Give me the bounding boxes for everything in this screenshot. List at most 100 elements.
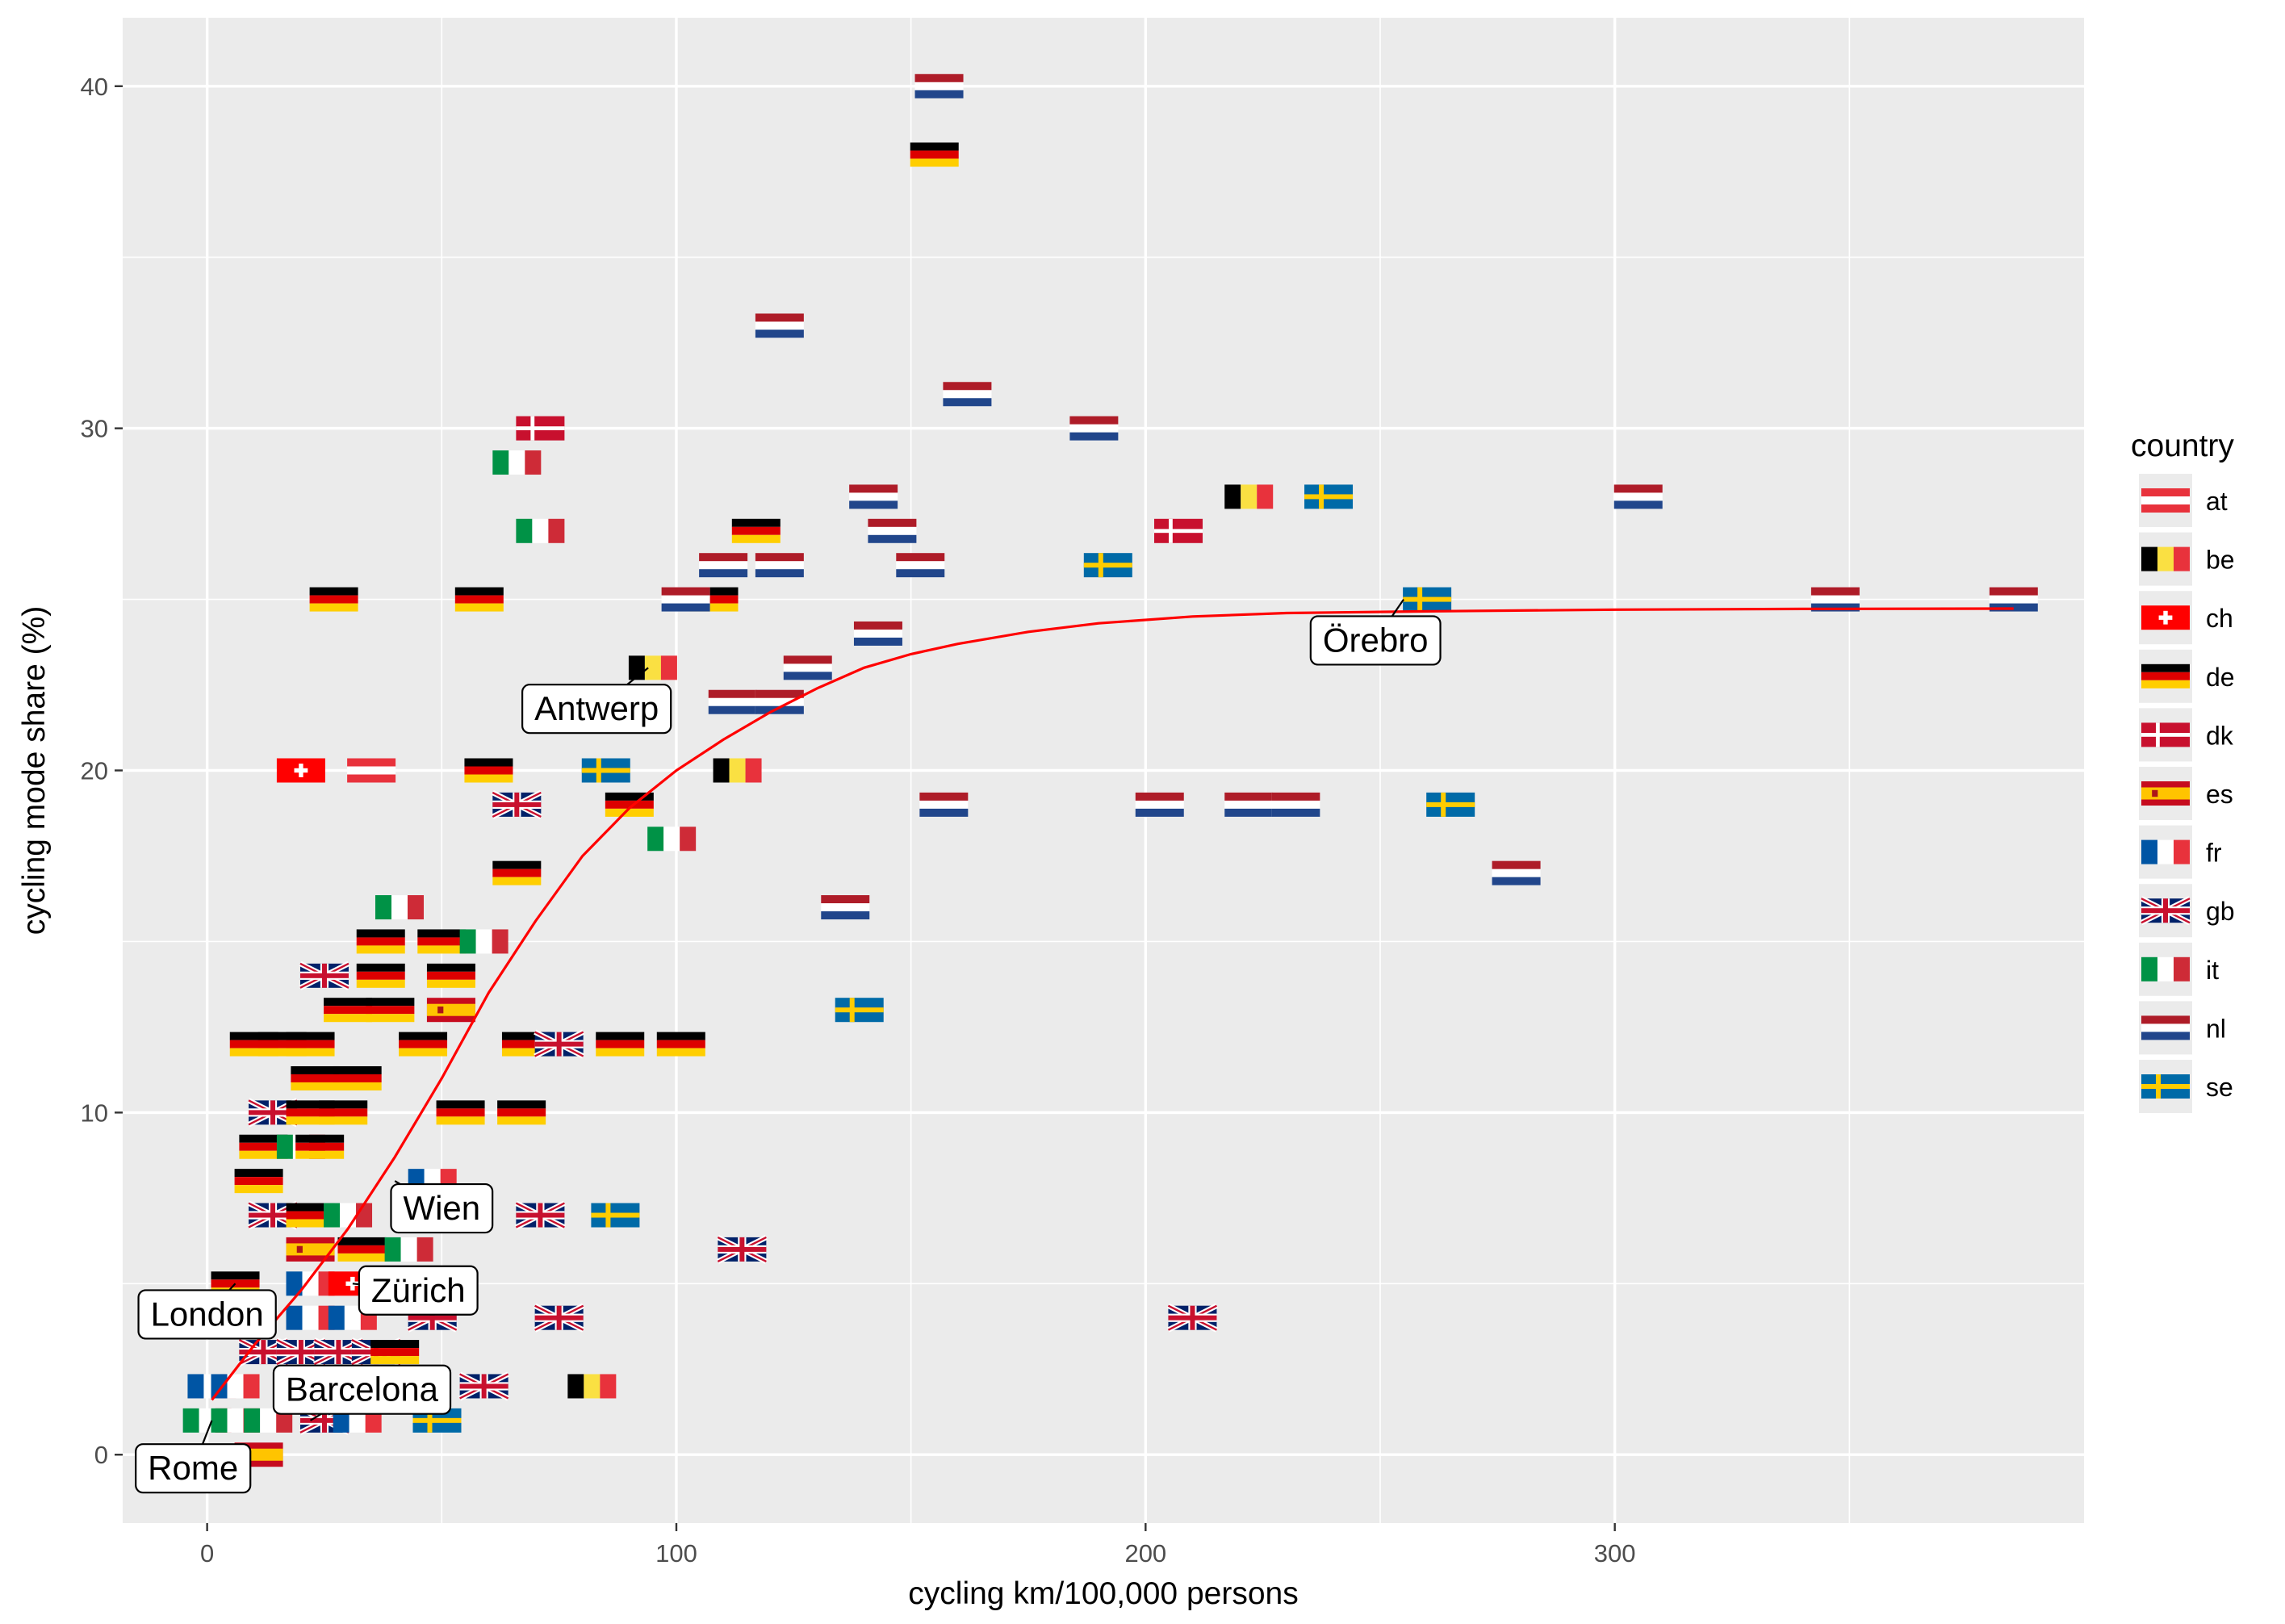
data-point-nl (755, 689, 804, 714)
data-point-it (459, 929, 508, 954)
data-point-gb (491, 789, 542, 819)
data-point-de (319, 1100, 368, 1125)
annotation-leader (394, 1180, 401, 1185)
data-point-dk (1154, 518, 1203, 543)
data-point-nl (868, 518, 917, 543)
data-point-nl (896, 553, 945, 578)
legend-key-at (2141, 488, 2190, 513)
annotation-box (521, 684, 672, 735)
data-point-de (286, 1032, 335, 1057)
y-tick-label: 20 (81, 757, 108, 785)
data-point-de (257, 1032, 307, 1057)
legend-key-it (2141, 956, 2190, 982)
data-point-se (835, 998, 884, 1023)
data-point-de (370, 1340, 420, 1365)
x-tick-label: 200 (1124, 1539, 1166, 1567)
annotation-leader (1391, 598, 1404, 617)
legend-label: it (2206, 956, 2219, 985)
y-axis-title: cycling mode share (%) (17, 606, 52, 935)
data-point-es (426, 998, 475, 1023)
annotation-text: Zürich (371, 1271, 466, 1309)
data-point-at (347, 758, 396, 783)
data-point-nl (699, 553, 748, 578)
legend-item-be: be (2139, 532, 2235, 586)
annotation-label: London (137, 1283, 277, 1340)
annotation-box (137, 1289, 277, 1340)
annotation-text: Wien (403, 1189, 480, 1227)
data-point-de (366, 998, 415, 1023)
data-point-it (324, 1203, 373, 1228)
data-point-de (356, 929, 405, 954)
data-point-nl (1224, 792, 1274, 817)
data-point-gb (514, 1200, 566, 1230)
data-point-nl (1810, 587, 1860, 612)
data-point-be (628, 655, 677, 680)
y-tick-label: 30 (81, 415, 108, 443)
data-point-de (291, 1065, 340, 1090)
data-point-nl (1135, 792, 1184, 817)
fit-curve (211, 607, 2014, 1401)
legend-label: de (2206, 663, 2235, 692)
data-point-se (581, 758, 630, 783)
annotation-box (135, 1443, 252, 1494)
legend-label: be (2206, 546, 2235, 575)
legend-item-gb: gb (2139, 884, 2235, 938)
data-point-gb (458, 1371, 510, 1401)
annotation-label: Antwerp (521, 667, 672, 735)
data-point-nl (755, 313, 804, 338)
data-point-nl (708, 689, 757, 714)
legend-item-nl: nl (2139, 1001, 2226, 1055)
legend-title: country (2131, 429, 2234, 463)
annotation-text: Antwerp (534, 689, 659, 727)
data-point-nl (821, 895, 870, 920)
data-point-nl (849, 484, 898, 509)
city-annotations: Örebro Antwerp Wien Zürich London Barcelona Ro… (135, 598, 1442, 1494)
data-point-it (375, 895, 424, 920)
legend-item-at: at (2139, 474, 2228, 527)
legend-item-dk: dk (2139, 708, 2234, 762)
data-point-gb (716, 1234, 768, 1264)
data-point-nl (661, 587, 710, 612)
data-point-de (324, 998, 373, 1023)
data-point-de (731, 518, 780, 543)
data-point-nl (783, 655, 832, 680)
data-point-de (689, 587, 739, 612)
data-point-de (605, 792, 654, 817)
data-point-de (229, 1032, 278, 1057)
legend-key-gb (2140, 896, 2191, 926)
annotation-leader (309, 1413, 322, 1421)
legend-label: gb (2206, 897, 2235, 926)
legend-key-dk (2141, 722, 2190, 747)
annotation-text: Rome (148, 1449, 238, 1487)
data-point-de (656, 1032, 705, 1057)
data-point-de (417, 929, 467, 954)
legend-key-de (2141, 663, 2190, 689)
data-point-fr (211, 1374, 260, 1399)
data-point-se (1426, 792, 1475, 817)
annotation-box (272, 1364, 452, 1415)
axes: 0 100 200 300 0 10 20 30 40 cycling km/100,000 pe… (17, 73, 1636, 1611)
data-points (182, 73, 2038, 1467)
fit-curve-line (211, 607, 2014, 1401)
annotation-leader (626, 667, 649, 686)
annotation-box (390, 1182, 494, 1234)
data-point-fr (286, 1305, 335, 1330)
annotation-text: Örebro (1323, 621, 1429, 659)
legend-item-it: it (2139, 942, 2219, 996)
data-point-de (239, 1134, 288, 1159)
legend-key-se (2141, 1074, 2190, 1099)
data-point-de (295, 1134, 345, 1159)
legend-key-ch (2141, 605, 2190, 630)
data-point-de (492, 860, 542, 885)
data-point-se (1083, 553, 1132, 578)
data-point-gb (534, 1029, 585, 1059)
legend-key-es (2141, 781, 2190, 806)
data-point-de (356, 963, 405, 988)
data-point-nl (919, 792, 969, 817)
data-point-it (492, 450, 542, 475)
data-point-nl (1271, 792, 1320, 817)
data-point-nl (914, 73, 964, 98)
data-point-gb (534, 1303, 585, 1333)
legend-item-de: de (2139, 649, 2235, 703)
